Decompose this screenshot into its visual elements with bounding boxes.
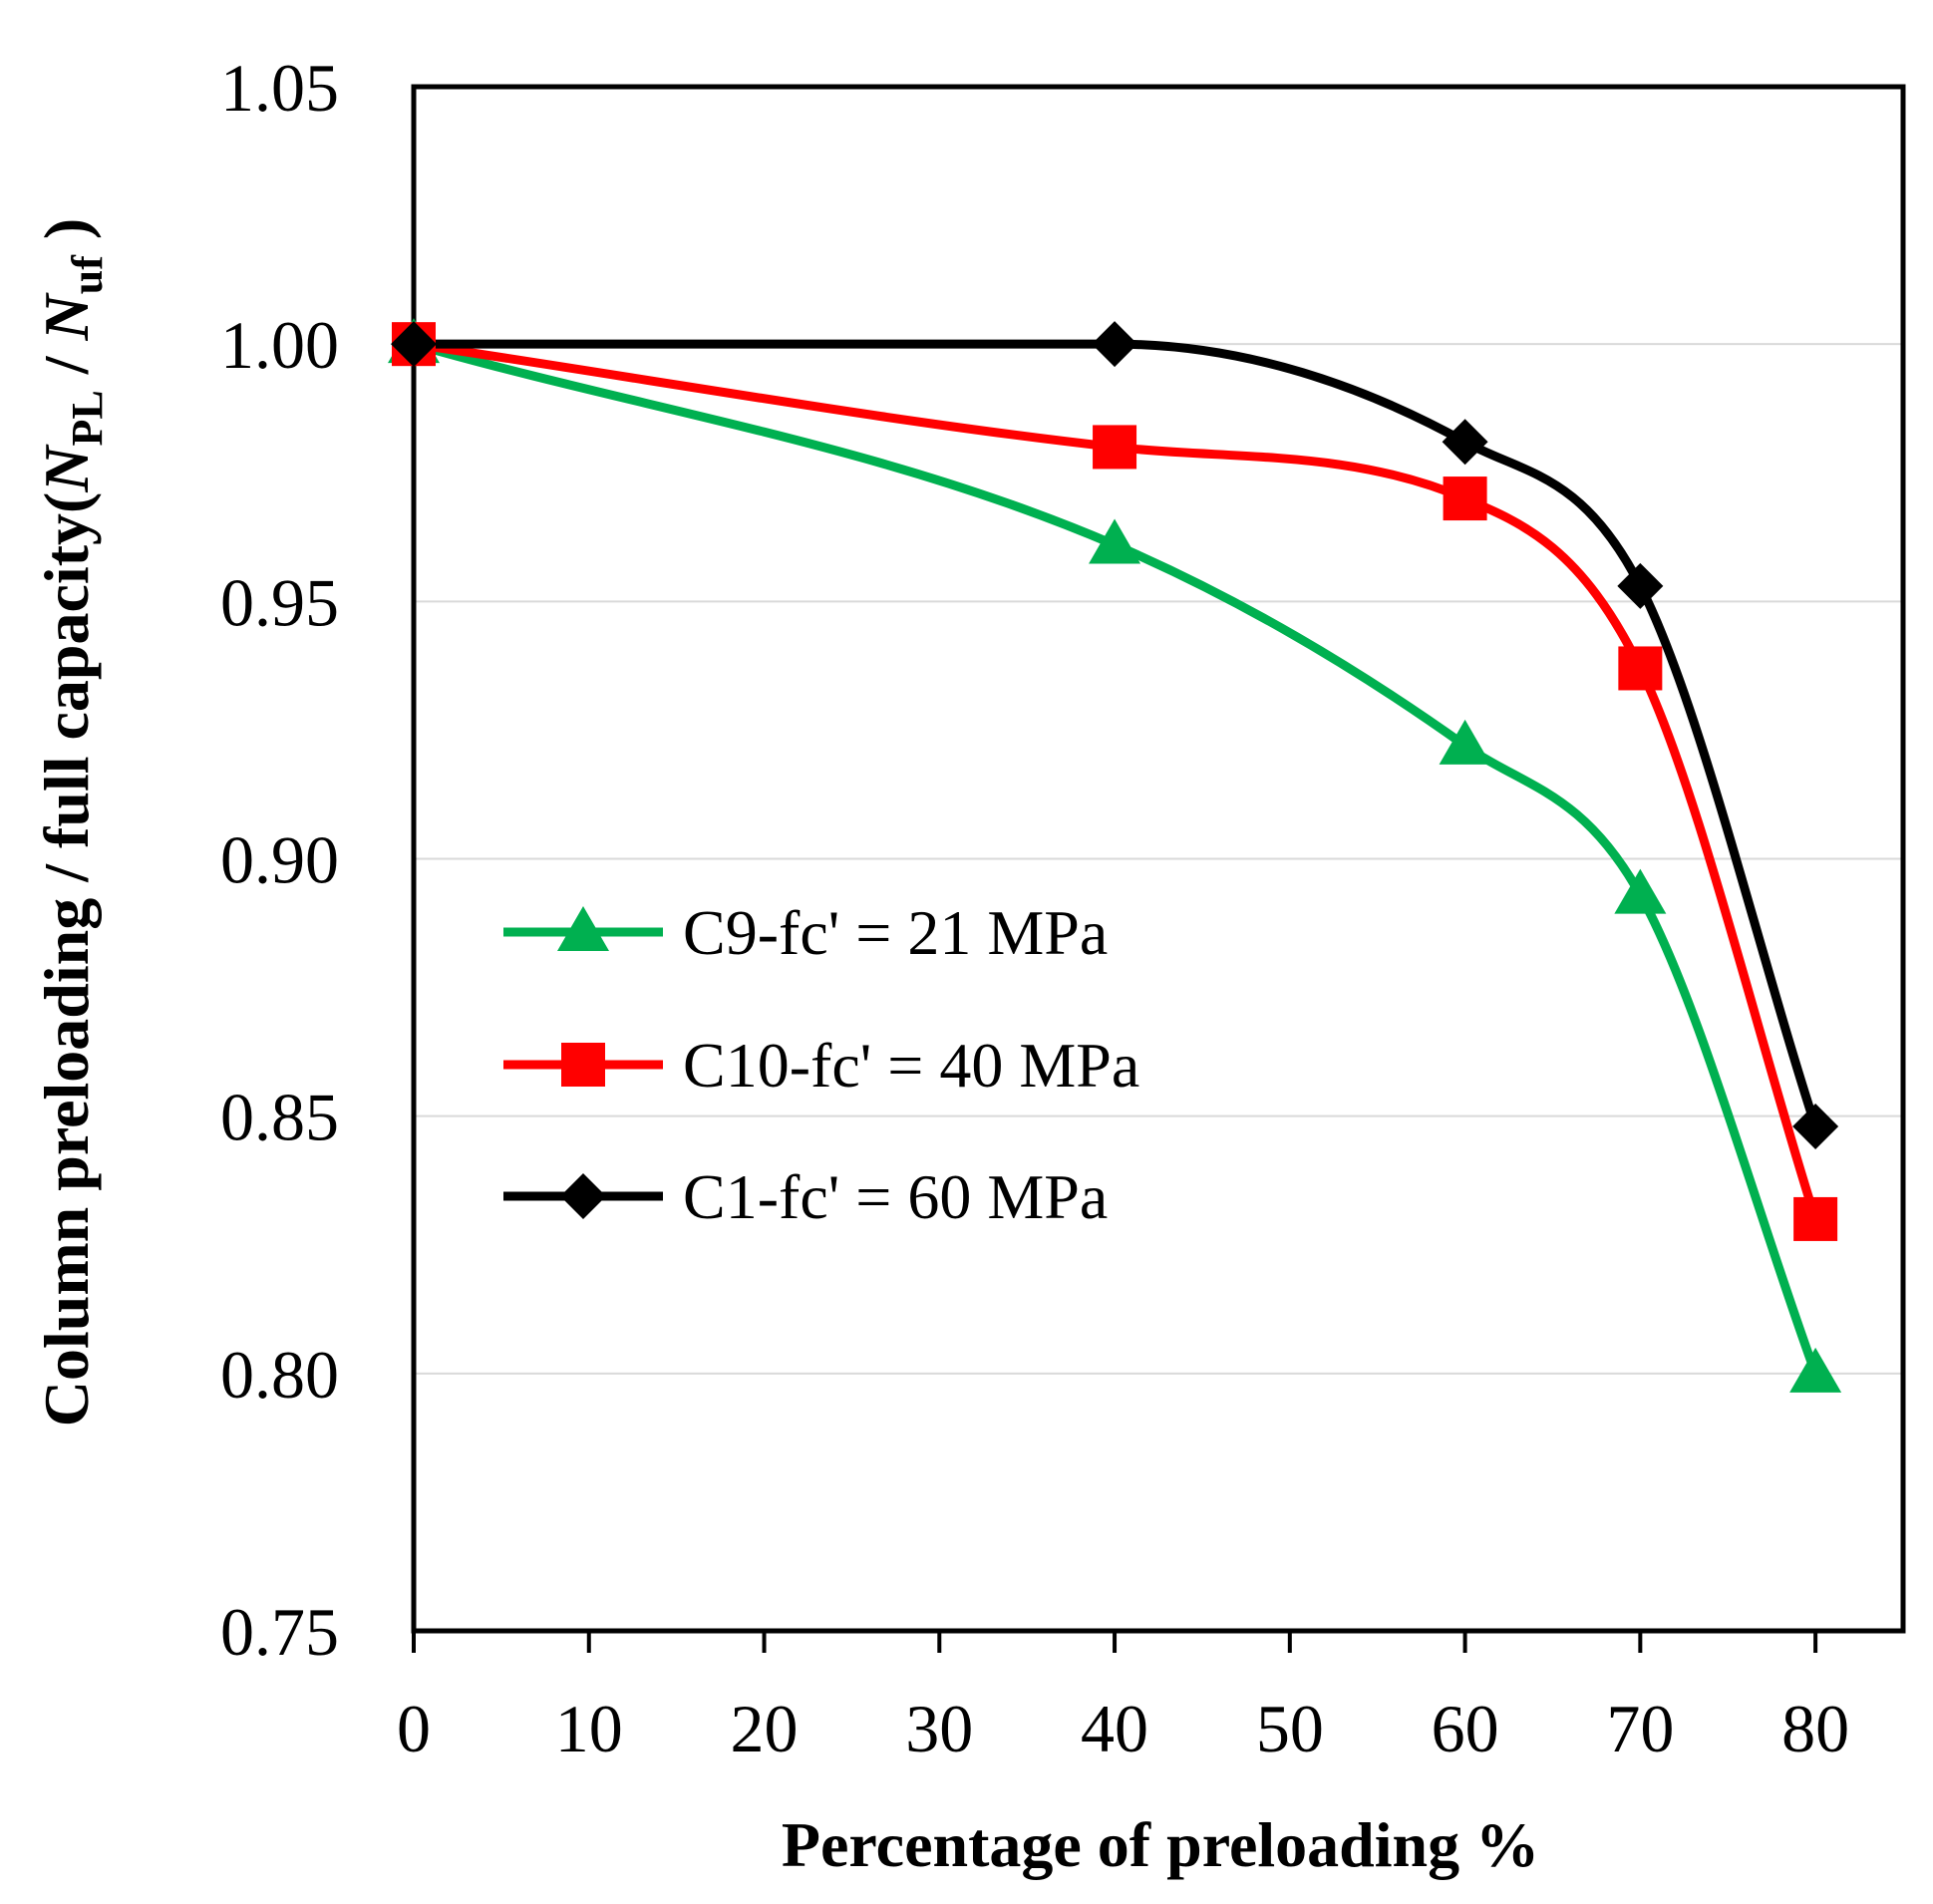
data-point-diamond (1092, 321, 1138, 368)
y-tick-label: 0.80 (220, 1337, 339, 1413)
y-tick-label: 0.90 (220, 822, 339, 898)
legend-marker-triangle (557, 906, 609, 951)
legend-marker-square (561, 1043, 605, 1087)
legend: C9-fc' = 21 MPa C10-fc' = 40 MPa C1-fc' = … (503, 897, 1139, 1232)
series-lines (409, 339, 1820, 1379)
x-tick-label: 60 (1432, 1691, 1499, 1766)
x-axis-title: Percentage of preloading % (782, 1809, 1539, 1880)
data-point-triangle (1439, 719, 1491, 765)
data-point-triangle (1789, 1347, 1842, 1393)
y-axis-ticks: 0.75 0.80 0.85 0.90 0.95 1.00 1.05 (220, 50, 339, 1670)
x-axis-ticks: 0 10 20 30 40 50 60 70 80 (397, 1631, 1849, 1766)
x-tick-label: 10 (555, 1691, 623, 1766)
x-tick-label: 40 (1081, 1691, 1148, 1766)
series-markers (388, 318, 1842, 1393)
legend-label: C1-fc' = 60 MPa (683, 1161, 1108, 1232)
y-axis-title-sub1: PL (63, 390, 112, 446)
data-point-triangle (1089, 518, 1141, 564)
y-axis-title-slash: / (31, 340, 102, 390)
y-tick-label: 1.00 (220, 307, 339, 383)
legend-marker-diamond (560, 1173, 606, 1219)
x-tick-label: 50 (1256, 1691, 1324, 1766)
y-tick-label: 1.05 (220, 50, 339, 126)
y-axis-title: Column preloading / full capacity(NPL / … (31, 218, 112, 1427)
legend-label: C10-fc' = 40 MPa (683, 1030, 1139, 1101)
gridlines (414, 343, 1903, 1375)
y-axis-title-n2: N (31, 291, 102, 341)
y-axis-title-suffix: ) (31, 218, 102, 255)
x-tick-label: 30 (905, 1691, 973, 1766)
data-point-square (1443, 476, 1487, 521)
plot-area-frame (411, 84, 1906, 1634)
data-point-diamond (1792, 1103, 1839, 1149)
data-point-diamond (1617, 562, 1664, 609)
y-axis-title-n1: N (31, 444, 102, 493)
data-point-square (1093, 425, 1137, 470)
series-line-square (409, 339, 1820, 1224)
series-line-diamond (409, 339, 1820, 1131)
x-tick-label: 70 (1606, 1691, 1674, 1766)
data-point-square (1793, 1196, 1838, 1241)
y-axis-title-sub2: uf (63, 254, 112, 294)
x-tick-label: 80 (1781, 1691, 1849, 1766)
data-point-diamond (391, 321, 437, 368)
data-point-diamond (1442, 419, 1488, 466)
y-tick-label: 0.85 (220, 1080, 339, 1155)
y-tick-label: 0.95 (220, 564, 339, 640)
y-axis-title-prefix: Column preloading / full capacity( (31, 492, 102, 1428)
series-line-triangle (409, 339, 1820, 1379)
y-tick-label: 0.75 (220, 1594, 339, 1670)
data-point-triangle (1614, 868, 1667, 914)
x-tick-label: 20 (731, 1691, 799, 1766)
legend-label: C9-fc' = 21 MPa (683, 897, 1108, 968)
x-tick-label: 0 (397, 1691, 431, 1766)
data-point-square (1618, 646, 1663, 691)
